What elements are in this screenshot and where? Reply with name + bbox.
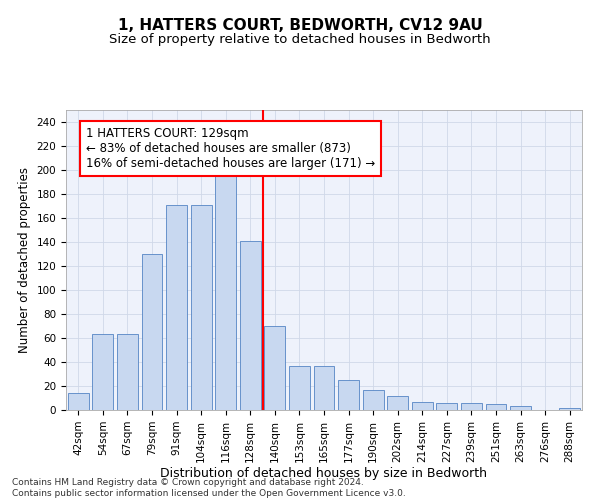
Text: Size of property relative to detached houses in Bedworth: Size of property relative to detached ho…: [109, 32, 491, 46]
Bar: [559, 408, 580, 410]
Bar: [461, 403, 482, 410]
Bar: [510, 406, 531, 410]
Text: 1, HATTERS COURT, BEDWORTH, CV12 9AU: 1, HATTERS COURT, BEDWORTH, CV12 9AU: [118, 18, 482, 32]
Text: 1 HATTERS COURT: 129sqm
← 83% of detached houses are smaller (873)
16% of semi-d: 1 HATTERS COURT: 129sqm ← 83% of detache…: [86, 127, 375, 170]
Bar: [436, 403, 457, 410]
Bar: [387, 396, 408, 410]
Bar: [92, 334, 113, 410]
Bar: [314, 366, 334, 410]
Bar: [265, 326, 286, 410]
Bar: [68, 393, 89, 410]
Bar: [240, 241, 261, 410]
Bar: [215, 171, 236, 410]
Bar: [289, 366, 310, 410]
Bar: [362, 390, 383, 410]
Bar: [485, 404, 506, 410]
Bar: [338, 380, 359, 410]
Text: Contains HM Land Registry data © Crown copyright and database right 2024.
Contai: Contains HM Land Registry data © Crown c…: [12, 478, 406, 498]
Bar: [142, 254, 163, 410]
Bar: [166, 205, 187, 410]
Bar: [191, 205, 212, 410]
Y-axis label: Number of detached properties: Number of detached properties: [18, 167, 31, 353]
Bar: [412, 402, 433, 410]
Bar: [117, 334, 138, 410]
X-axis label: Distribution of detached houses by size in Bedworth: Distribution of detached houses by size …: [161, 468, 487, 480]
